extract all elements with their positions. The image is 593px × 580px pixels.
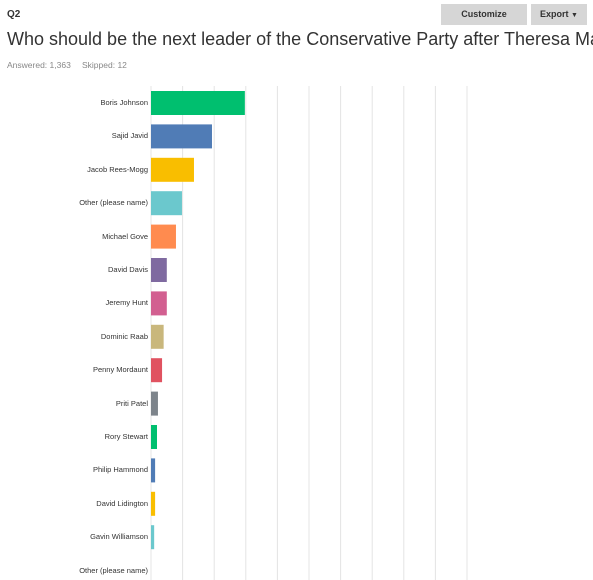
category-label: David Lidington <box>96 498 148 508</box>
bar <box>151 324 164 349</box>
category-label: Penny Mordaunt <box>92 365 148 375</box>
bar <box>151 291 167 316</box>
bar <box>151 358 163 383</box>
bar <box>151 391 158 416</box>
category-label: Dominic Raab <box>100 331 148 341</box>
bar <box>151 258 167 282</box>
category-label: Philip Hammond <box>92 465 148 475</box>
bar <box>151 91 245 115</box>
customize-button[interactable]: Customize <box>441 4 527 25</box>
skipped: Skipped: 12 <box>82 60 127 70</box>
export-label: Export <box>540 9 569 19</box>
category-label: Priti Patel <box>115 398 148 408</box>
category-label: Other (please name) <box>79 565 148 575</box>
question-number: Q2 <box>7 9 21 20</box>
bar <box>151 425 158 449</box>
category-label: Gavin Williamson <box>90 532 148 542</box>
answered: Answered: 1,363 <box>7 60 71 70</box>
bar <box>151 491 156 516</box>
category-label: Sajid Javid <box>111 131 148 141</box>
bar <box>151 124 212 149</box>
bar <box>151 191 182 216</box>
export-button[interactable]: Export ▼ <box>531 4 587 25</box>
category-label: Jeremy Hunt <box>105 298 148 308</box>
bar <box>151 224 176 249</box>
bar <box>151 525 155 550</box>
dropdown-arrow: ▼ <box>571 12 578 19</box>
category-label: David Davis <box>107 265 148 274</box>
category-label: Rory Stewart <box>104 432 148 441</box>
category-label: Jacob Rees-Mogg <box>87 164 148 174</box>
category-label: Michael Gove <box>102 231 148 241</box>
bar <box>151 458 156 483</box>
category-label: Boris Johnson <box>100 98 148 107</box>
bar <box>151 157 194 182</box>
question-title: Who should be the next leader of the Con… <box>7 29 593 49</box>
category-label: Other (please name) <box>79 198 148 208</box>
